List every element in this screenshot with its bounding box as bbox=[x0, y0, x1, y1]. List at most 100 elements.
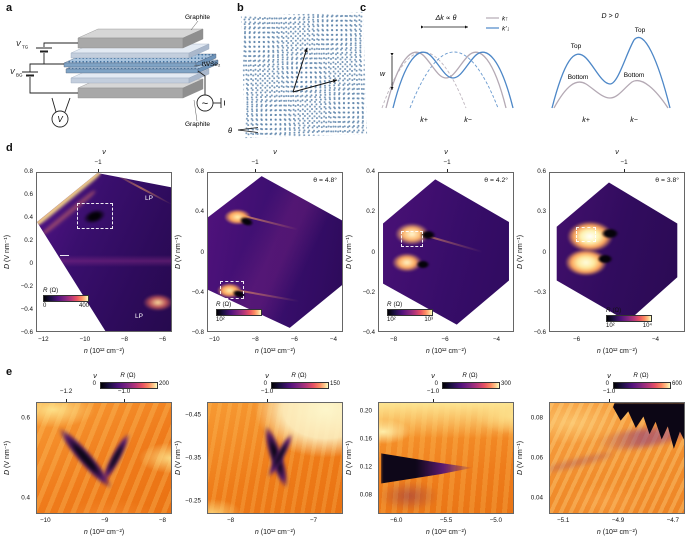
y-tick: 0.06 bbox=[530, 454, 543, 462]
top-label-left: Top bbox=[571, 43, 582, 50]
heatmap-plot: θ = 3.8° R (Ω) 10² 10⁴ bbox=[549, 172, 685, 332]
colorbar-gradient bbox=[442, 382, 500, 389]
slab-front-face bbox=[77, 37, 184, 49]
n-unit: (10¹² cm⁻²) bbox=[89, 348, 125, 355]
nu-axis-label: ν bbox=[265, 373, 269, 380]
colorbar-gradient bbox=[613, 382, 671, 389]
panel-d-letter: d bbox=[6, 142, 13, 154]
nu-axis-label: ν bbox=[431, 373, 435, 380]
x-tick: −4.7 bbox=[666, 517, 679, 524]
lattice-vector-arrow-icon bbox=[292, 47, 308, 93]
lp-hot-spot bbox=[143, 294, 171, 311]
y-tick: 0.2 bbox=[366, 208, 375, 216]
k-plus-tick: k+ bbox=[582, 117, 590, 124]
y-ticks: 0.20 0.16 0.12 0.08 bbox=[350, 372, 375, 544]
y-tick: 0.6 bbox=[24, 191, 33, 198]
heatmap-plot bbox=[549, 402, 685, 514]
top-label-right: Top bbox=[635, 27, 646, 34]
cb-tick: 0 bbox=[43, 303, 47, 309]
bottom-layer-band bbox=[553, 80, 669, 109]
vtg-label: V bbox=[16, 41, 22, 48]
cb-tick: 200 bbox=[159, 381, 170, 387]
y-tick: −0.2 bbox=[20, 283, 33, 290]
nu-tick: −1 bbox=[94, 159, 102, 166]
r-unit: (Ω) bbox=[297, 372, 307, 379]
y-tick: 0.20 bbox=[359, 407, 372, 415]
colorbar-gradient bbox=[100, 382, 158, 389]
n-var: n bbox=[254, 529, 259, 536]
x-axis-label: n (10¹² cm⁻²) bbox=[36, 347, 172, 355]
nu-tick-mark bbox=[624, 169, 625, 172]
dark-pocket-wedge bbox=[381, 453, 473, 484]
nu-tick-mark bbox=[609, 399, 610, 402]
y-tick: 0.6 bbox=[537, 168, 546, 175]
panel-b-letter: b bbox=[237, 2, 244, 14]
nu-tick: −1 bbox=[443, 159, 451, 166]
panel-e-letter: e bbox=[6, 366, 13, 378]
unhybridized-band-blue bbox=[409, 51, 499, 109]
nu-tick-mark bbox=[98, 169, 99, 172]
hybridized-band-blue bbox=[392, 51, 514, 109]
x-ticks: −8 −6 −4 bbox=[390, 336, 500, 343]
nu-axis-label: ν bbox=[93, 373, 97, 380]
r-unit: (Ω) bbox=[393, 301, 403, 308]
resistance-map bbox=[379, 403, 513, 513]
panel-c-letter: c bbox=[360, 2, 367, 14]
dark-pocket bbox=[597, 254, 613, 264]
resistance-map bbox=[208, 403, 342, 513]
x-tick: −5.0 bbox=[489, 517, 502, 524]
resistance-map bbox=[37, 403, 171, 513]
x-tick: −9 bbox=[101, 517, 109, 524]
n-unit: (10¹² cm⁻²) bbox=[260, 348, 296, 355]
cb-tick: 10² bbox=[606, 323, 615, 329]
y-tick: 0.8 bbox=[24, 168, 33, 175]
dark-maroon-region bbox=[379, 481, 439, 511]
x-tick: −5.1 bbox=[557, 517, 570, 524]
slab-side-face bbox=[182, 78, 204, 99]
nu-tick-mark bbox=[124, 399, 125, 402]
x-tick: −8 bbox=[120, 336, 129, 343]
y-tick: −0.4 bbox=[191, 288, 204, 296]
y-tick: −0.6 bbox=[20, 329, 33, 336]
y-ticks: −0.45 −0.35 −0.25 bbox=[179, 372, 204, 544]
top-graphite-slab bbox=[77, 28, 204, 49]
colorbar: R (Ω) 10² 10³ bbox=[387, 301, 433, 323]
leader-line bbox=[190, 20, 199, 31]
colorbar-label: R (Ω) bbox=[216, 301, 262, 308]
x-tick: −6.0 bbox=[390, 517, 403, 524]
x-tick: −5.5 bbox=[439, 517, 453, 524]
colorbar-label: R (Ω) bbox=[606, 307, 652, 314]
graphite-bottom-label: Graphite bbox=[185, 121, 210, 128]
y-tick: −0.4 bbox=[362, 329, 375, 336]
heatmap-plot: θ = 4.2° R (Ω) 10² 10³ bbox=[378, 172, 514, 332]
x-ticks: −12 −10 −8 −6 bbox=[38, 336, 166, 343]
wire bbox=[29, 77, 78, 94]
zoom-region-box bbox=[220, 281, 244, 299]
x-axis-label: n (10¹² cm⁻²) bbox=[549, 528, 685, 536]
y-tick: 0 bbox=[200, 248, 204, 256]
nu-tick: −1 bbox=[620, 159, 628, 166]
colorbar-label: R (Ω) bbox=[442, 372, 498, 379]
voltmeter: V bbox=[51, 97, 71, 128]
r-var: R bbox=[462, 372, 467, 379]
n-unit: (10¹² cm⁻²) bbox=[431, 348, 467, 355]
panel-e4: ν −1.0 R (Ω) 0 600 D(V nm⁻¹) 0.08 0.06 0.… bbox=[517, 372, 685, 544]
dark-pocket-arm bbox=[53, 423, 117, 493]
ac-source: ~ bbox=[196, 70, 225, 112]
colorbar-label: R (Ω) bbox=[271, 372, 327, 379]
cb-tick: 0 bbox=[263, 381, 267, 387]
r-var: R bbox=[387, 301, 392, 308]
colorbar-ticks: 10² 10³ bbox=[387, 317, 433, 323]
legend-k-down-label: k′↓ bbox=[502, 26, 510, 33]
slab-front-face bbox=[77, 87, 184, 99]
colorbar: R (Ω) 10² 10⁴ bbox=[606, 307, 652, 329]
k-minus-tick: k− bbox=[630, 117, 638, 124]
layer-front-face bbox=[63, 62, 197, 68]
n-var: n bbox=[83, 529, 88, 536]
heatmap-plot bbox=[36, 402, 172, 514]
y-ticks: 0.8 0.4 0 −0.4 −0.8 bbox=[179, 168, 204, 336]
heatmap-plot: θ = 5.0° LP VHS LP R (Ω) 0 400 bbox=[36, 172, 172, 332]
faint-dark-band bbox=[550, 450, 614, 474]
y-tick: 0.3 bbox=[537, 208, 546, 216]
lp-annotation: LP bbox=[135, 313, 143, 320]
